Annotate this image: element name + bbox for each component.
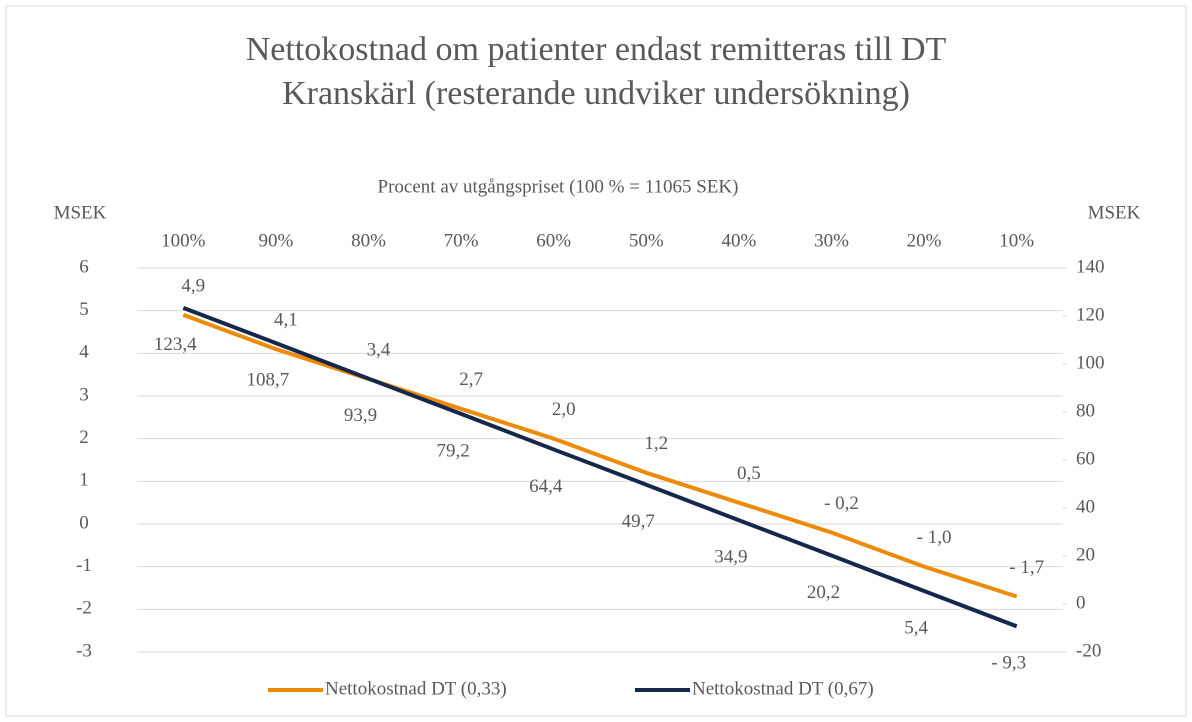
- data-label: 4,9: [181, 275, 205, 296]
- y-tick-label: 2: [79, 427, 89, 448]
- x-tick-label: 40%: [721, 230, 756, 251]
- y2-tick-label: 120: [1076, 304, 1105, 325]
- data-label: 49,7: [622, 511, 655, 532]
- chart-title: Nettokostnad om patienter endast remitte…: [246, 31, 947, 112]
- data-label: 5,4: [904, 617, 928, 638]
- legend-label: Nettokostnad DT (0,67): [692, 678, 874, 699]
- x-axis-label: Procent av utgångspriset (100 % = 11065 …: [378, 176, 739, 197]
- y2-tick-label: 60: [1076, 448, 1095, 469]
- x-tick-label: 100%: [161, 230, 206, 251]
- y2-tick-label: 20: [1076, 544, 1095, 565]
- y-tick-label: 3: [79, 384, 89, 405]
- data-label: 3,4: [367, 339, 391, 360]
- y-tick-label: 1: [79, 470, 89, 491]
- x-tick-label: 30%: [814, 230, 849, 251]
- x-tick-label: 20%: [907, 230, 942, 251]
- y-tick-label: 0: [79, 512, 89, 533]
- series-line: [182, 305, 1018, 629]
- x-tick-label: 60%: [536, 230, 571, 251]
- x-tick-label: 10%: [999, 230, 1034, 251]
- data-label: - 1,0: [917, 527, 952, 548]
- data-label: 1,2: [644, 433, 668, 454]
- y-tick-label: 4: [79, 342, 89, 363]
- data-label: - 9,3: [991, 653, 1026, 674]
- data-label: 34,9: [714, 547, 747, 568]
- x-tick-label: 50%: [629, 230, 664, 251]
- y-tick-label: -3: [76, 640, 92, 661]
- chart-border: [5, 5, 1187, 717]
- x-tick-label: 80%: [351, 230, 386, 251]
- data-label: 79,2: [436, 440, 469, 461]
- y2-axis-label: MSEK: [1088, 202, 1141, 223]
- series-line: [182, 313, 1018, 599]
- data-label: 2,0: [552, 399, 576, 420]
- y-axis-label: MSEK: [54, 202, 107, 223]
- legend-label: Nettokostnad DT (0,33): [325, 678, 507, 699]
- y-tick-label: 5: [79, 299, 89, 320]
- data-label: 93,9: [344, 405, 377, 426]
- data-label: - 1,7: [1009, 557, 1044, 578]
- data-label: 108,7: [247, 369, 290, 390]
- data-label: 4,1: [274, 309, 298, 330]
- data-label: 2,7: [459, 369, 483, 390]
- data-label: - 0,2: [824, 493, 859, 514]
- data-label: 64,4: [529, 476, 563, 497]
- y-tick-label: 6: [79, 256, 89, 277]
- data-label: 20,2: [807, 582, 840, 603]
- y2-tick-label: 100: [1076, 352, 1105, 373]
- y2-tick-label: 140: [1076, 256, 1105, 277]
- data-label: 0,5: [737, 463, 761, 484]
- y-tick-label: -2: [76, 598, 92, 619]
- y2-tick-label: 80: [1076, 400, 1095, 421]
- data-label: 123,4: [154, 334, 197, 355]
- y2-tick-label: 0: [1076, 592, 1086, 613]
- y2-tick-label: 40: [1076, 496, 1095, 517]
- x-tick-label: 90%: [258, 230, 293, 251]
- x-tick-label: 70%: [444, 230, 479, 251]
- y-tick-label: -1: [76, 555, 92, 576]
- y2-tick-label: -20: [1076, 640, 1101, 661]
